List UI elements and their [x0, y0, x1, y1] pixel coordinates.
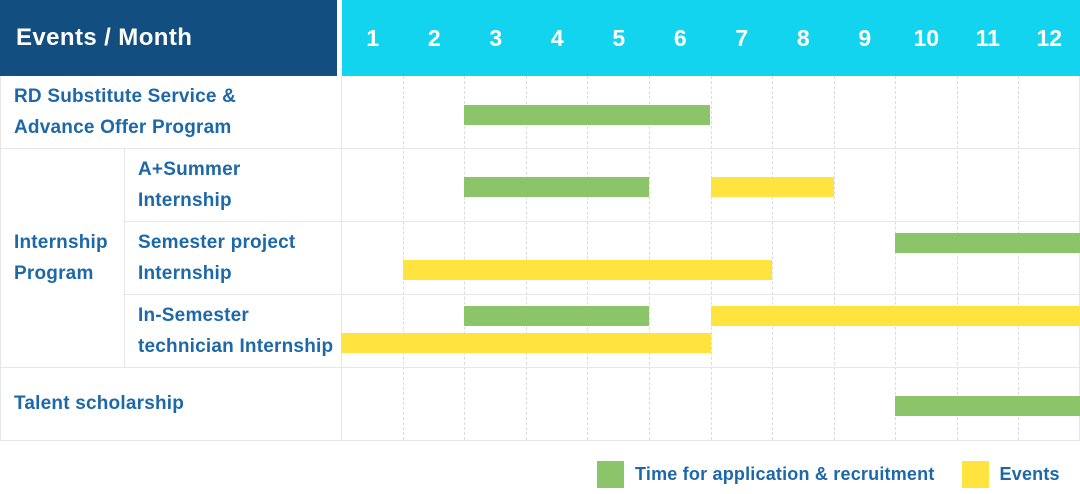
bar-rd-substitute-service-application-m3-m6 [464, 105, 711, 125]
row-label-talent-scholarship: Talent scholarship [0, 367, 341, 440]
month-gridline [956, 76, 958, 440]
bar-a-plus-summer-internship-event-m7-m8 [710, 177, 834, 197]
legend-label-green: Time for application & recruitment [635, 464, 935, 484]
group-subcolumn-divider [124, 148, 125, 367]
group-label-internship-program-line: Internship [14, 231, 108, 253]
row-label-rd-substitute-service: RD Substitute Service & Advance Offer Pro… [0, 76, 341, 148]
group-label-internship-program: Internship Program [0, 148, 124, 367]
month-label-12: 12 [1036, 24, 1063, 51]
row-label-rd-substitute-service-line: RD Substitute Service & [14, 86, 237, 107]
bar-a-plus-summer-internship-application-m3-m5 [464, 177, 649, 197]
month-gridline [587, 76, 589, 440]
month-gridline [464, 76, 466, 440]
row-label-rd-substitute-service-line: Advance Offer Program [14, 117, 232, 138]
legend-swatch-green [597, 461, 624, 488]
month-gridline [525, 76, 527, 440]
row-divider [0, 367, 1080, 368]
row-label-talent-scholarship-line: Talent scholarship [14, 393, 185, 414]
row-label-semester-project-internship-line: Internship [138, 262, 232, 284]
table-bottom-border [0, 440, 1080, 441]
month-gridline [1018, 76, 1020, 440]
month-label-1: 1 [366, 24, 380, 51]
month-label-7: 7 [735, 24, 749, 51]
bar-in-semester-technician-internship-event-m7-m12 [710, 306, 1080, 326]
month-label-9: 9 [858, 24, 872, 51]
month-label-10: 10 [913, 24, 940, 51]
header-events-month-cell: Events / Month [0, 0, 337, 76]
month-gridline [772, 76, 774, 440]
row-label-a-plus-summer-internship-line: A+Summer [138, 158, 241, 180]
legend: Time for application & recruitment Events [597, 460, 1060, 489]
row-label-in-semester-technician-internship-line: In-Semester [138, 304, 249, 326]
month-label-6: 6 [673, 24, 687, 51]
bar-semester-project-internship-event-m2-m7 [402, 260, 773, 280]
group-label-internship-program-line: Program [14, 262, 94, 284]
month-label-5: 5 [612, 24, 626, 51]
row-label-in-semester-technician-internship-line: technician Internship [138, 335, 334, 357]
row-label-semester-project-internship: Semester project Internship [124, 221, 341, 294]
month-gridline [710, 76, 712, 440]
month-label-8: 8 [796, 24, 810, 51]
bar-in-semester-technician-internship-event-m1-m6 [341, 333, 711, 353]
month-label-2: 2 [427, 24, 441, 51]
month-label-11: 11 [975, 24, 1000, 51]
row-divider [124, 294, 1080, 295]
month-label-4: 4 [550, 24, 564, 51]
row-label-a-plus-summer-internship-line: Internship [138, 189, 232, 211]
month-gridline [648, 76, 650, 440]
month-gridline [895, 76, 897, 440]
legend-label-yellow: Events [999, 464, 1060, 484]
row-label-a-plus-summer-internship: A+Summer Internship [124, 148, 341, 221]
month-header-row: 1 2 3 4 5 6 7 8 9 10 11 12 [342, 0, 1080, 76]
bar-in-semester-technician-internship-application-m3-m5 [464, 306, 649, 326]
row-divider [0, 148, 1080, 149]
bar-semester-project-internship-application-m10-m12 [895, 233, 1080, 253]
month-label-3: 3 [489, 24, 503, 51]
month-gridline [402, 76, 404, 440]
row-label-in-semester-technician-internship: In-Semester technician Internship [124, 294, 341, 367]
bar-talent-scholarship-application-m10-m12 [895, 396, 1080, 416]
row-label-semester-project-internship-line: Semester project [138, 231, 296, 253]
table-left-border [0, 76, 1, 440]
month-gridline [833, 76, 835, 440]
label-chart-divider [341, 76, 342, 440]
header-title: Events / Month [16, 24, 193, 51]
legend-swatch-yellow [961, 461, 989, 488]
row-divider [124, 221, 1080, 222]
